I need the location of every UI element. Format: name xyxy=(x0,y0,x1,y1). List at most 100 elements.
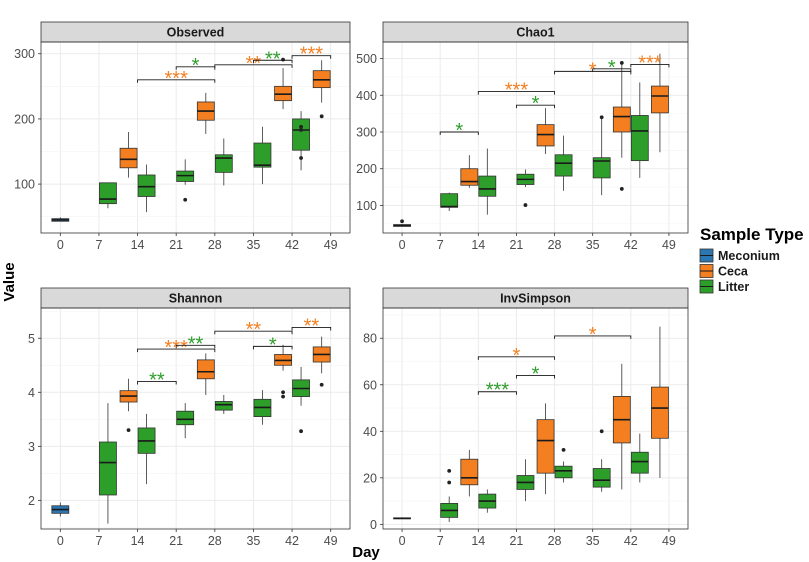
outlier-point xyxy=(561,448,566,452)
outlier-point xyxy=(523,203,528,207)
bracket-line xyxy=(477,391,517,395)
panel-border xyxy=(382,41,689,234)
panel-border xyxy=(40,41,351,234)
bracket-line xyxy=(252,345,293,350)
box-litter-day-7 xyxy=(99,403,117,524)
significance-stars: ** xyxy=(246,53,262,75)
box-iqr xyxy=(651,386,669,439)
box-iqr xyxy=(214,401,233,411)
outlier-point xyxy=(281,394,285,399)
outlier-point xyxy=(447,480,452,485)
box-iqr xyxy=(612,106,631,133)
box-litter-day-28 xyxy=(554,135,573,191)
box-ceca-day-49 xyxy=(312,60,331,119)
y-tick-label: 100 xyxy=(356,199,377,213)
y-tick-label: 3 xyxy=(28,440,35,454)
bracket-line xyxy=(137,348,216,353)
x-tick-label: 0 xyxy=(57,238,64,252)
box-ceca-day-28 xyxy=(536,403,555,495)
box-litter-day-21 xyxy=(176,159,195,202)
bracket-line xyxy=(515,375,556,379)
y-tick-label: 2 xyxy=(28,494,35,508)
significance-bracket: ** xyxy=(214,53,293,75)
legend-label: Meconium xyxy=(718,249,780,263)
x-tick-label: 49 xyxy=(324,238,338,252)
box-iqr xyxy=(554,465,573,479)
y-tick-label: 0 xyxy=(370,518,377,532)
x-tick-label: 0 xyxy=(399,238,406,252)
box-ceca-day-14 xyxy=(460,449,479,497)
box-litter-day-14 xyxy=(478,148,497,215)
box-iqr xyxy=(292,118,310,151)
box-litter-day-14 xyxy=(137,164,156,213)
significance-bracket: ** xyxy=(252,48,293,70)
significance-bracket: * xyxy=(592,57,632,79)
x-tick-label: 14 xyxy=(131,238,145,252)
box-litter-day-28 xyxy=(214,138,233,186)
x-tick-label: 35 xyxy=(586,534,600,548)
panel-background xyxy=(41,308,350,529)
outlier-point xyxy=(599,115,604,120)
box-ceca-day-28 xyxy=(196,92,215,134)
facet-title: Observed xyxy=(167,26,225,40)
box-litter-day-7 xyxy=(440,192,459,211)
legend-item-meconium: Meconium xyxy=(699,248,780,263)
bracket-line xyxy=(252,59,293,64)
outlier-point xyxy=(126,428,131,433)
box-ceca-day-14 xyxy=(460,155,479,188)
bracket-line xyxy=(214,64,293,68)
bracket-line xyxy=(592,68,632,72)
significance-stars: * xyxy=(455,120,463,142)
significance-bracket: * xyxy=(252,334,293,356)
box-iqr xyxy=(478,175,497,197)
significance-bracket: *** xyxy=(137,68,216,90)
y-tick-label: 5 xyxy=(28,332,35,346)
significance-stars: * xyxy=(513,345,521,367)
legend-label: Ceca xyxy=(718,265,749,279)
facet-title: InvSimpson xyxy=(500,292,571,306)
bracket-line xyxy=(291,327,332,331)
box-litter-day-42 xyxy=(292,366,310,434)
x-tick-label: 7 xyxy=(437,534,444,548)
facet-title: Shannon xyxy=(169,292,222,306)
significance-bracket: *** xyxy=(477,80,556,102)
bracket-line xyxy=(439,131,479,135)
y-axis-title: Value xyxy=(1,262,18,301)
box-iqr xyxy=(554,154,573,177)
x-tick-label: 21 xyxy=(509,534,523,548)
outlier-point xyxy=(619,187,624,191)
x-tick-label: 49 xyxy=(662,534,676,548)
significance-stars: *** xyxy=(165,68,189,90)
significance-bracket: * xyxy=(554,324,632,346)
significance-stars: * xyxy=(532,93,540,115)
box-litter-day-21 xyxy=(516,169,535,207)
x-tick-label: 42 xyxy=(285,534,299,548)
legend-title: Sample Type xyxy=(700,225,804,244)
box-ceca-day-28 xyxy=(536,108,555,155)
box-iqr xyxy=(440,193,459,208)
box-litter-day-42 xyxy=(292,111,310,171)
box-iqr xyxy=(137,174,156,197)
significance-bracket: ** xyxy=(214,319,293,341)
y-tick-label: 80 xyxy=(363,332,377,346)
box-meconium-day-0 xyxy=(51,502,70,517)
outlier-point xyxy=(281,57,285,62)
facet-title: Chao1 xyxy=(516,26,554,40)
bracket-line xyxy=(137,381,177,385)
significance-bracket: ** xyxy=(137,369,177,391)
box-iqr xyxy=(592,468,611,488)
y-tick-label: 40 xyxy=(363,425,377,439)
bracket-line xyxy=(554,335,632,339)
y-tick-label: 300 xyxy=(14,47,35,61)
bracket-line xyxy=(214,330,293,335)
legend-item-ceca: Ceca xyxy=(699,264,749,279)
significance-stars: *** xyxy=(486,380,510,402)
box-litter-day-28 xyxy=(214,394,233,414)
outlier-point xyxy=(447,468,452,473)
box-iqr xyxy=(651,85,669,114)
box-ceca-day-49 xyxy=(651,326,669,478)
x-tick-label: 28 xyxy=(208,238,222,252)
